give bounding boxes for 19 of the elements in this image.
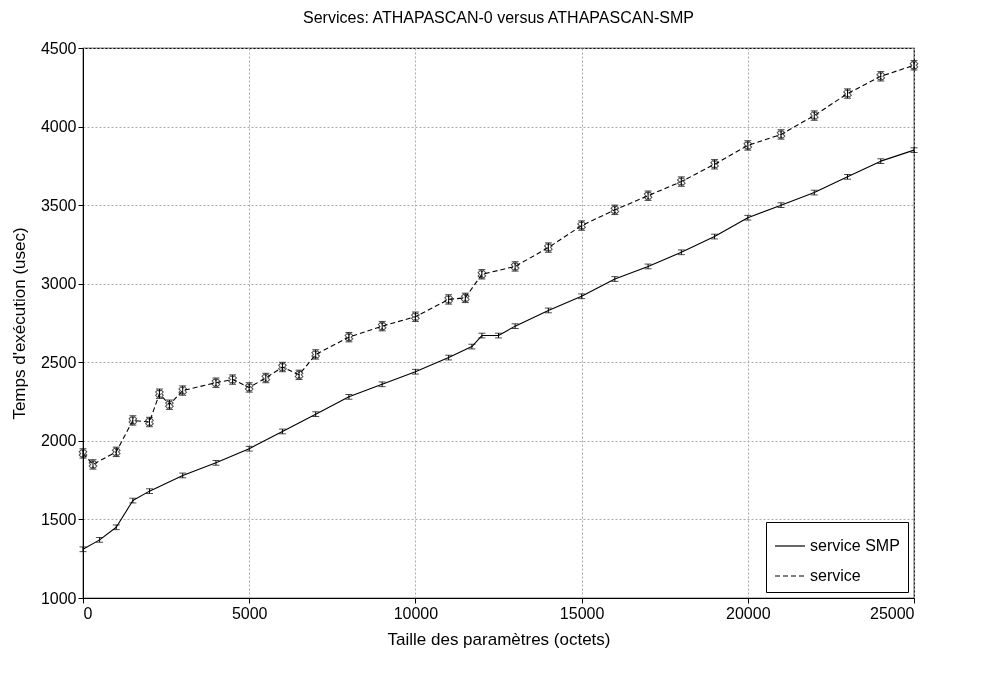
x-tick-label: 0	[83, 604, 93, 622]
x-tick-label: 20000	[726, 604, 771, 622]
x-tick-label: 15000	[559, 604, 605, 622]
y-tick-label: 3500	[40, 196, 77, 214]
y-tick-label: 4000	[40, 118, 77, 136]
y-tick-label: 1500	[40, 510, 77, 528]
x-axis-title: Taille des paramètres (octets)	[387, 629, 611, 649]
x-tick-label: 10000	[393, 604, 439, 622]
y-tick-label: 3000	[40, 275, 77, 293]
y-tick-label: 2000	[40, 432, 77, 450]
chart-title: Services: ATHAPASCAN-0 versus ATHAPASCAN-SMP	[303, 9, 694, 26]
x-tick-label: 25000	[870, 604, 915, 622]
y-tick-label: 4500	[40, 39, 77, 57]
legend-label: service	[810, 567, 861, 584]
y-tick-label: 2500	[40, 353, 77, 371]
y-tick-label: 1000	[40, 589, 77, 607]
y-axis-title: Temps d'exécution (usec)	[9, 227, 29, 420]
legend-label: service SMP	[810, 537, 900, 554]
x-tick-label: 5000	[231, 604, 268, 622]
